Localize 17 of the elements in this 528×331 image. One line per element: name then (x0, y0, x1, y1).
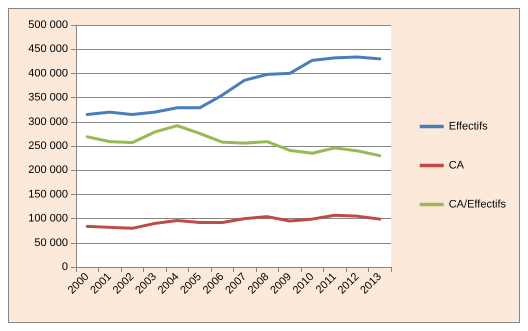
line-series (86, 214, 382, 230)
legend-label: CA/Effectifs (448, 198, 506, 210)
y-tick-label: 350 000 (28, 92, 68, 104)
y-tick-label: 300 000 (28, 116, 68, 128)
line-series (86, 124, 382, 158)
y-tick-label: 400 000 (28, 67, 68, 80)
y-tick-label: 100 000 (28, 212, 68, 225)
y-tick-label: 500 000 (28, 19, 68, 31)
y-tick-label: 250 000 (28, 140, 68, 152)
y-tick-label: 450 000 (28, 43, 68, 56)
y-tick-label: 50 000 (34, 236, 68, 249)
y-tick-label: 200 000 (28, 164, 68, 176)
legend-label: CA (448, 160, 465, 172)
line-series (86, 55, 382, 116)
y-tick-label: 150 000 (28, 188, 68, 200)
y-tick-label: 0 (62, 261, 68, 273)
legend-label: Effectifs (448, 120, 488, 132)
